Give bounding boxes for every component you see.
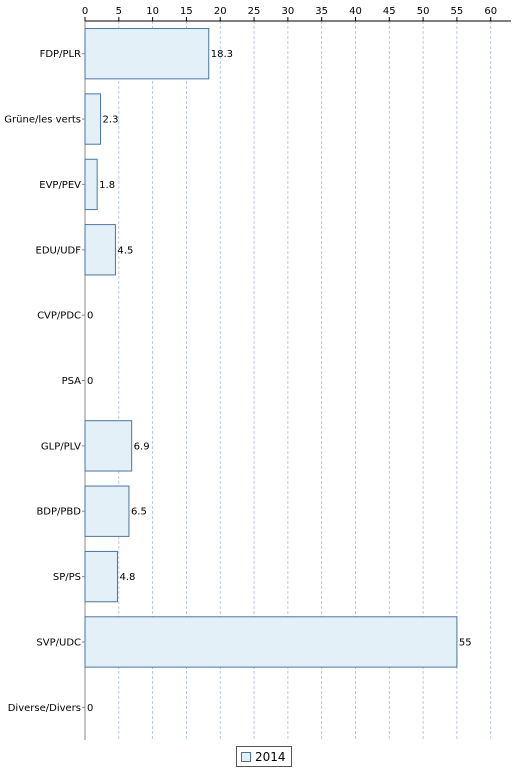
legend-label: 2014 [255,749,286,764]
bar [84,158,98,211]
x-tick-label: 10 [146,6,159,17]
x-tick-label: 45 [383,6,396,17]
x-tick-label: 25 [248,6,261,17]
bar [84,420,133,472]
data-label: 4.8 [119,572,135,583]
category-label: SP/PS [53,572,81,583]
x-tick-label: 60 [484,6,497,17]
category-label: GLP/PLV [41,441,81,452]
bar [84,616,458,668]
x-tick-label: 0 [82,6,88,17]
category-label: EVP/PEV [39,180,81,191]
category-label: EDU/UDF [36,245,82,256]
data-label: 18.3 [211,49,233,60]
x-tick-label: 50 [417,6,430,17]
bars [84,28,458,668]
category-label: FDP/PLR [40,49,81,60]
bar [84,28,210,80]
x-tick-label: 30 [281,6,294,17]
category-labels: FDP/PLR Grüne/les verts EVP/PEV EDU/UDF CVP/… [4,49,85,714]
bar [84,224,116,276]
bar [84,485,130,537]
data-label: 6.5 [131,507,147,518]
data-label: 0 [87,376,93,387]
x-tick-label: 55 [451,6,464,17]
category-label: Grüne/les verts [4,115,81,126]
data-label: 1.8 [99,180,115,191]
x-tick-label: 40 [349,6,362,17]
data-label: 55 [459,637,472,648]
category-label: CVP/PDC [37,311,81,322]
data-label: 6.9 [134,441,150,452]
category-label: BDP/PBD [36,507,81,518]
x-tick-label: 15 [180,6,193,17]
data-label: 4.5 [117,245,133,256]
legend-swatch [241,751,251,762]
bar [84,93,102,145]
legend: 2014 [236,746,292,767]
data-label: 0 [87,703,93,714]
x-tick-label: 5 [116,6,122,17]
x-tick-label: 20 [214,6,227,17]
data-label: 2.3 [103,115,119,126]
category-label: SVP/UDC [36,637,81,648]
bar [84,550,118,603]
data-labels: 18.3 2.3 1.8 4.5 0 0 6.9 6.5 4.8 55 0 [87,49,472,714]
data-label: 0 [87,311,93,322]
category-label: PSA [62,376,82,387]
category-label: Diverse/Divers [8,703,81,714]
x-tick-label: 35 [315,6,328,17]
